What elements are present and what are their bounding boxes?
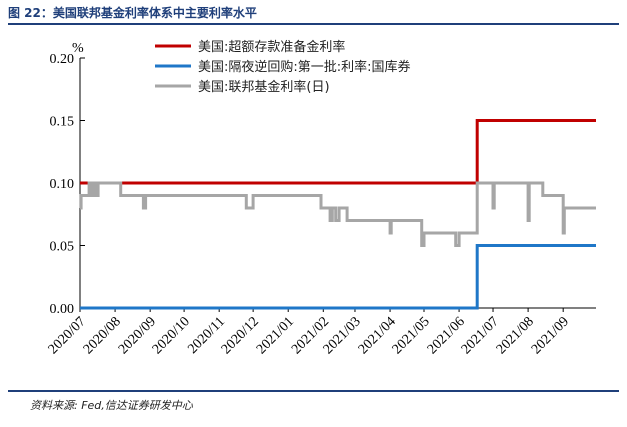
y-axis-unit-label: % — [72, 41, 84, 56]
legend-label-2: 美国:联邦基金利率(日) — [198, 79, 330, 95]
x-tick-label: 2021/06 — [425, 314, 468, 357]
y-tick-label: 0.20 — [50, 52, 75, 67]
series-line-0 — [80, 119, 596, 185]
y-axis: 0.00 0.05 0.10 0.15 0.20% — [50, 41, 85, 317]
series-lines — [79, 119, 596, 310]
x-tick-label: 2020/12 — [219, 314, 262, 357]
figure-source: 资料来源: Fed,信达证券研发中心 — [30, 399, 193, 412]
x-tick-label: 2020/08 — [81, 314, 124, 357]
x-tick-label: 2020/07 — [46, 314, 89, 357]
y-tick-label: 0.00 — [50, 302, 75, 317]
legend-label-1: 美国:隔夜逆回购:第一批:利率:国库券 — [198, 59, 411, 75]
x-tick-label: 2021/05 — [390, 314, 433, 357]
legend-label-0: 美国:超额存款准备金利率 — [198, 39, 345, 55]
top-rule — [8, 23, 619, 25]
y-tick-label: 0.10 — [50, 177, 75, 192]
x-tick-label: 2021/04 — [356, 314, 399, 357]
y-tick-label: 0.15 — [50, 115, 75, 130]
series-line-1 — [80, 244, 596, 310]
x-tick-label: 2021/09 — [529, 314, 572, 357]
legend: 美国:超额存款准备金利率美国:隔夜逆回购:第一批:利率:国库券美国:联邦基金利率… — [155, 39, 411, 95]
x-tick-label: 2021/01 — [254, 314, 297, 357]
x-axis: 2020/072020/082020/092020/102020/112020/… — [46, 307, 596, 357]
x-tick-label: 2021/07 — [459, 314, 502, 357]
x-tick-label: 2020/09 — [116, 314, 159, 357]
x-tick-label: 2021/08 — [494, 314, 537, 357]
figure-title: 图 22：美国联邦基金利率体系中主要利率水平 — [8, 6, 257, 20]
y-tick-label: 0.05 — [50, 240, 75, 255]
bottom-rule — [8, 390, 619, 392]
x-tick-label: 2020/10 — [150, 314, 193, 357]
series-line-2 — [79, 181, 596, 247]
line-chart: 0.000.050.100.150.20% 2020/072020/082020… — [46, 39, 596, 357]
